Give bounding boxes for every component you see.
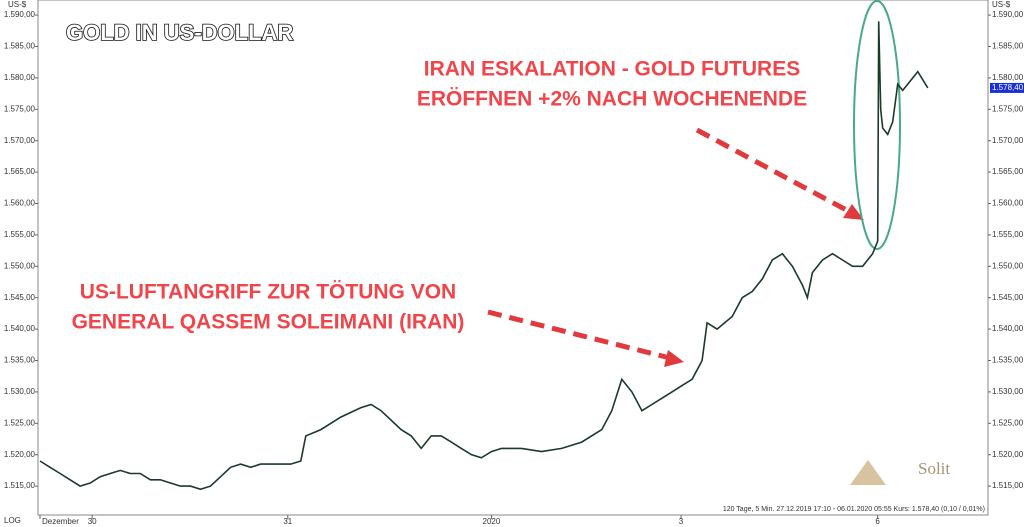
logo: Solit [918,459,950,478]
y-tick-label: 1.585,00 [4,42,36,51]
x-tick-label: 6 [875,517,880,526]
x-tick-label: 30 [88,517,97,526]
chart-title: GOLD IN US-DOLLAR [66,20,293,45]
y-tick-label-right: 1.535,00 [992,356,1024,365]
y-tick-label: 1.535,00 [4,356,36,365]
y-tick-label: 1.545,00 [4,293,36,302]
y-tick-label: 1.520,00 [4,450,36,459]
y-tick-label: 1.555,00 [4,230,36,239]
arrowhead [664,350,684,367]
y-axis-label-right: US-$ [992,0,1011,9]
price-line [39,21,929,491]
annotation: ERÖFFNEN +2% NACH WOCHENENDE [417,88,807,111]
y-tick-label: 1.590,00 [4,10,36,19]
y-tick-label-right: 1.570,00 [992,136,1024,145]
y-tick-label-right: 1.550,00 [992,261,1024,270]
y-tick-label-right: 1.580,00 [992,73,1024,82]
y-tick-label: 1.550,00 [4,261,36,270]
y-tick-label-right: 1.565,00 [992,167,1024,176]
x-tick-label: Dezember [42,517,79,526]
highlight-ellipse [853,0,901,250]
y-tick-label-right: 1.555,00 [992,230,1024,239]
y-tick-label-right: 1.560,00 [992,199,1024,208]
arrow [695,127,854,216]
y-tick-label: 1.525,00 [4,418,36,427]
y-tick-label-right: 1.540,00 [992,324,1024,333]
scale-label: LOG [4,516,21,525]
logo-icon [850,460,886,485]
last-price-box [990,82,1024,93]
y-tick-label-right: 1.530,00 [992,387,1024,396]
annotation: US-LUFTANGRIFF ZUR TÖTUNG VON [80,281,456,304]
x-tick-label: 3 [679,517,684,526]
y-axis-label: US-$ [8,0,27,9]
y-tick-label: 1.515,00 [4,481,36,490]
y-tick-label: 1.540,00 [4,324,36,333]
y-tick-label: 1.560,00 [4,199,36,208]
annotation: GENERAL QASSEM SOLEIMANI (IRAN) [72,311,465,334]
plot-area [37,0,989,516]
annotation: IRAN ESKALATION - GOLD FUTURES [424,58,800,81]
y-tick-label-right: 1.590,00 [992,10,1024,19]
y-tick-label-right: 1.545,00 [992,293,1024,302]
y-tick-label-right: 1.525,00 [992,418,1024,427]
y-tick-label: 1.580,00 [4,73,36,82]
arrow [487,309,671,361]
y-tick-label: 1.575,00 [4,104,36,113]
y-tick-label-right: 1.575,00 [992,104,1024,113]
y-tick-label-right: 1.585,00 [992,42,1024,51]
y-tick-label: 1.565,00 [4,167,36,176]
x-tick-label: 31 [283,517,292,526]
y-tick-label: 1.570,00 [4,136,36,145]
x-tick-label: 2020 [483,517,501,526]
arrowhead [843,204,864,220]
last-price-label: 1.578,40 [992,83,1024,92]
y-tick-label-right: 1.520,00 [992,450,1024,459]
footer: 120 Tage, 5 Min. 27.12.2019 17:10 - 06.0… [723,506,985,513]
y-tick-label: 1.530,00 [4,387,36,396]
y-tick-label-right: 1.515,00 [992,481,1024,490]
